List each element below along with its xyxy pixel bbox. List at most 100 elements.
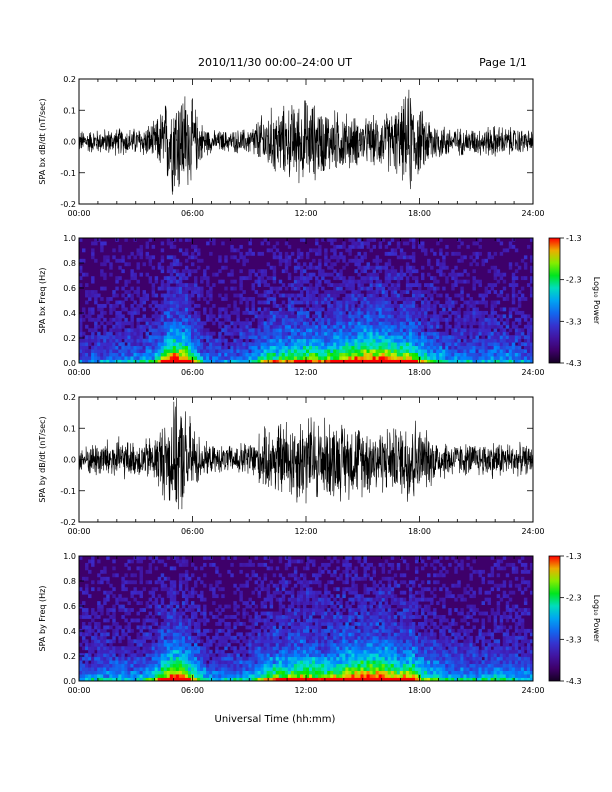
spectrogram-cell	[375, 255, 380, 260]
spectrogram-cell	[190, 646, 195, 651]
spectrogram-cell	[502, 352, 507, 357]
spectrogram-cell	[163, 293, 168, 298]
spectrogram-cell	[239, 642, 243, 647]
spectrogram-cell	[421, 324, 425, 329]
spectrogram-cell	[166, 328, 171, 333]
spectrogram-cell	[245, 303, 249, 308]
spectrogram-cell	[348, 276, 352, 281]
spectrogram-cell	[345, 331, 349, 336]
spectrogram-cell	[248, 615, 252, 619]
spectrogram-cell	[178, 328, 183, 333]
spectrogram-cell	[175, 618, 180, 623]
spectrogram-cell	[239, 590, 243, 595]
spectrogram-cell	[481, 359, 485, 364]
spectrogram-cell	[442, 331, 446, 336]
spectrogram-cell	[324, 310, 328, 315]
spectrogram-cell	[233, 331, 237, 336]
spectrogram-cell	[203, 670, 207, 675]
spectrogram-cell	[236, 639, 240, 644]
spectrogram-cell	[175, 359, 180, 364]
spectrogram-cell	[218, 628, 222, 633]
spectrogram-cell	[148, 562, 153, 567]
spectrogram-cell	[97, 667, 101, 671]
spectrogram-cell	[136, 566, 140, 571]
spectrogram-cell	[263, 307, 268, 312]
spectrogram-cell	[115, 663, 119, 668]
spectrogram-cell	[387, 349, 392, 353]
spectrogram-cell	[263, 642, 268, 647]
spectrogram-cell	[124, 283, 128, 288]
spectrogram-cell	[145, 663, 150, 668]
spectrogram-cell	[242, 660, 246, 665]
spectrogram-cell	[242, 310, 246, 315]
spectrogram-cell	[172, 621, 177, 626]
spectrogram-cell	[445, 349, 449, 353]
spectrogram-cell	[442, 262, 446, 267]
spectrogram-cell	[505, 352, 510, 357]
spectrogram-cell	[218, 587, 222, 592]
spectrogram-cell	[94, 625, 98, 630]
spectrogram-cell	[109, 649, 113, 654]
spectrogram-cell	[254, 328, 258, 333]
spectrogram-cell	[272, 335, 277, 340]
spectrogram-cell	[330, 349, 334, 353]
spectrogram-cell	[242, 262, 246, 267]
y-tick-label: 0.0	[63, 456, 76, 465]
spectrogram-cell	[508, 352, 513, 357]
spectrogram-cell	[421, 356, 425, 360]
spectrogram-cell	[248, 660, 252, 665]
spectrogram-cell	[118, 635, 122, 640]
spectrogram-cell	[157, 286, 162, 291]
spectrogram-cell	[175, 656, 180, 661]
spectrogram-cell	[160, 352, 165, 357]
spectrogram-cell	[511, 293, 516, 298]
spectrogram-cell	[121, 656, 125, 661]
spectrogram-cell	[357, 286, 361, 291]
spectrogram-cell	[187, 286, 192, 291]
spectrogram-cell	[357, 317, 361, 322]
spectrogram-cell	[369, 349, 373, 353]
x-tick-label: 12:00	[294, 527, 317, 536]
spectrogram-cell	[154, 328, 159, 333]
spectrogram-cell	[342, 338, 346, 343]
spectrogram-cell	[278, 338, 283, 343]
spectrogram-cell	[94, 663, 98, 668]
spectrogram-cell	[333, 238, 337, 242]
spectrogram-cell	[421, 265, 425, 270]
spectrogram-cell	[360, 335, 364, 340]
spectrogram-cell	[266, 611, 271, 616]
spectrogram-cell	[345, 286, 349, 291]
spectrogram-cell	[242, 635, 246, 640]
spectrogram-cell	[85, 615, 89, 619]
spectrogram-cell	[396, 293, 401, 298]
spectrogram-cell	[421, 321, 425, 326]
spectrogram-cell	[372, 328, 377, 333]
spectrogram-cell	[484, 303, 488, 308]
spectrogram-cell	[278, 251, 283, 256]
spectrogram-cell	[269, 349, 274, 353]
spectrogram-cell	[224, 310, 228, 315]
spectrogram-cell	[212, 241, 216, 246]
spectrogram-cell	[475, 335, 479, 340]
spectrogram-cell	[333, 293, 337, 298]
spectrogram-cell	[151, 615, 156, 619]
spectrogram-cell	[251, 677, 255, 682]
spectrogram-cell	[154, 677, 159, 682]
spectrogram-cell	[109, 674, 113, 678]
spectrogram-cell	[436, 317, 440, 322]
spectrogram-cell	[239, 349, 243, 353]
spectrogram-cell	[433, 279, 437, 284]
spectrogram-cell	[454, 349, 458, 353]
spectrogram-cell	[514, 307, 519, 312]
spectrogram-cell	[327, 352, 331, 357]
spectrogram-cell	[484, 356, 488, 360]
spectrogram-cell	[396, 244, 401, 249]
spectrogram-cell	[511, 342, 516, 347]
spectrogram-cell	[312, 314, 316, 319]
spectrogram-cell	[411, 258, 416, 263]
spectrogram-cell	[184, 310, 189, 315]
spectrogram-cell	[381, 317, 386, 322]
spectrogram-cell	[339, 283, 343, 288]
spectrogram-cell	[475, 279, 479, 284]
spectrogram-cell	[472, 335, 476, 340]
